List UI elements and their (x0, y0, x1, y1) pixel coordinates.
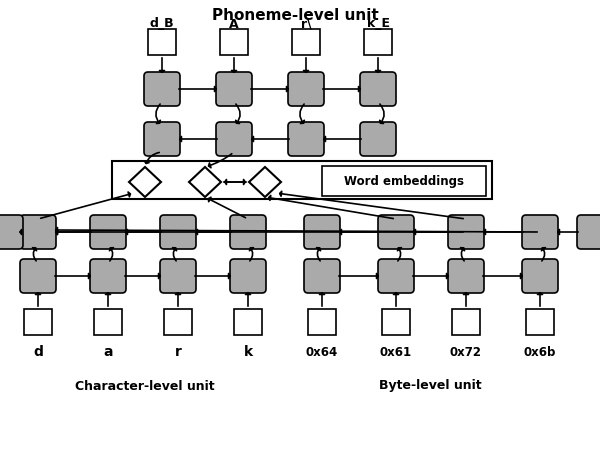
Text: Byte-level unit: Byte-level unit (379, 380, 481, 393)
FancyBboxPatch shape (448, 215, 484, 249)
Text: Phoneme-level unit: Phoneme-level unit (212, 9, 379, 24)
Polygon shape (189, 167, 221, 197)
Bar (164, 309, 192, 335)
Polygon shape (129, 167, 161, 197)
Bar (292, 29, 320, 55)
FancyBboxPatch shape (304, 259, 340, 293)
FancyBboxPatch shape (378, 215, 414, 249)
FancyBboxPatch shape (160, 215, 196, 249)
Bar (24, 309, 52, 335)
Bar (364, 29, 392, 55)
Text: k_E: k_E (367, 18, 389, 30)
Text: d_B: d_B (149, 18, 175, 30)
Bar (526, 309, 554, 335)
FancyBboxPatch shape (378, 259, 414, 293)
FancyBboxPatch shape (522, 259, 558, 293)
FancyBboxPatch shape (20, 259, 56, 293)
FancyBboxPatch shape (577, 215, 600, 249)
Text: 0x72: 0x72 (450, 345, 482, 359)
FancyBboxPatch shape (20, 215, 56, 249)
FancyBboxPatch shape (288, 72, 324, 106)
Bar (148, 29, 176, 55)
Bar (382, 309, 410, 335)
FancyBboxPatch shape (216, 122, 252, 156)
Text: k: k (244, 345, 253, 359)
Text: A: A (229, 18, 239, 30)
FancyBboxPatch shape (160, 259, 196, 293)
FancyBboxPatch shape (0, 215, 23, 249)
FancyBboxPatch shape (216, 72, 252, 106)
Text: d: d (33, 345, 43, 359)
FancyBboxPatch shape (360, 122, 396, 156)
Bar (452, 309, 480, 335)
Bar (220, 29, 248, 55)
FancyBboxPatch shape (448, 259, 484, 293)
Text: 0x6b: 0x6b (524, 345, 556, 359)
FancyBboxPatch shape (144, 72, 180, 106)
Bar (94, 309, 122, 335)
Text: 0x61: 0x61 (380, 345, 412, 359)
Bar (112, 161, 492, 199)
Polygon shape (249, 167, 281, 197)
Text: r: r (175, 345, 181, 359)
Text: a: a (103, 345, 113, 359)
Bar (234, 309, 262, 335)
FancyBboxPatch shape (144, 122, 180, 156)
FancyBboxPatch shape (230, 215, 266, 249)
Text: r\: r\ (301, 18, 311, 30)
FancyBboxPatch shape (360, 72, 396, 106)
Bar (322, 166, 486, 196)
Text: Word embeddings: Word embeddings (344, 174, 464, 188)
FancyBboxPatch shape (288, 122, 324, 156)
FancyBboxPatch shape (90, 215, 126, 249)
Bar (308, 309, 336, 335)
FancyBboxPatch shape (90, 259, 126, 293)
FancyBboxPatch shape (230, 259, 266, 293)
Text: Character-level unit: Character-level unit (75, 380, 215, 393)
FancyBboxPatch shape (522, 215, 558, 249)
Text: 0x64: 0x64 (306, 345, 338, 359)
FancyBboxPatch shape (304, 215, 340, 249)
